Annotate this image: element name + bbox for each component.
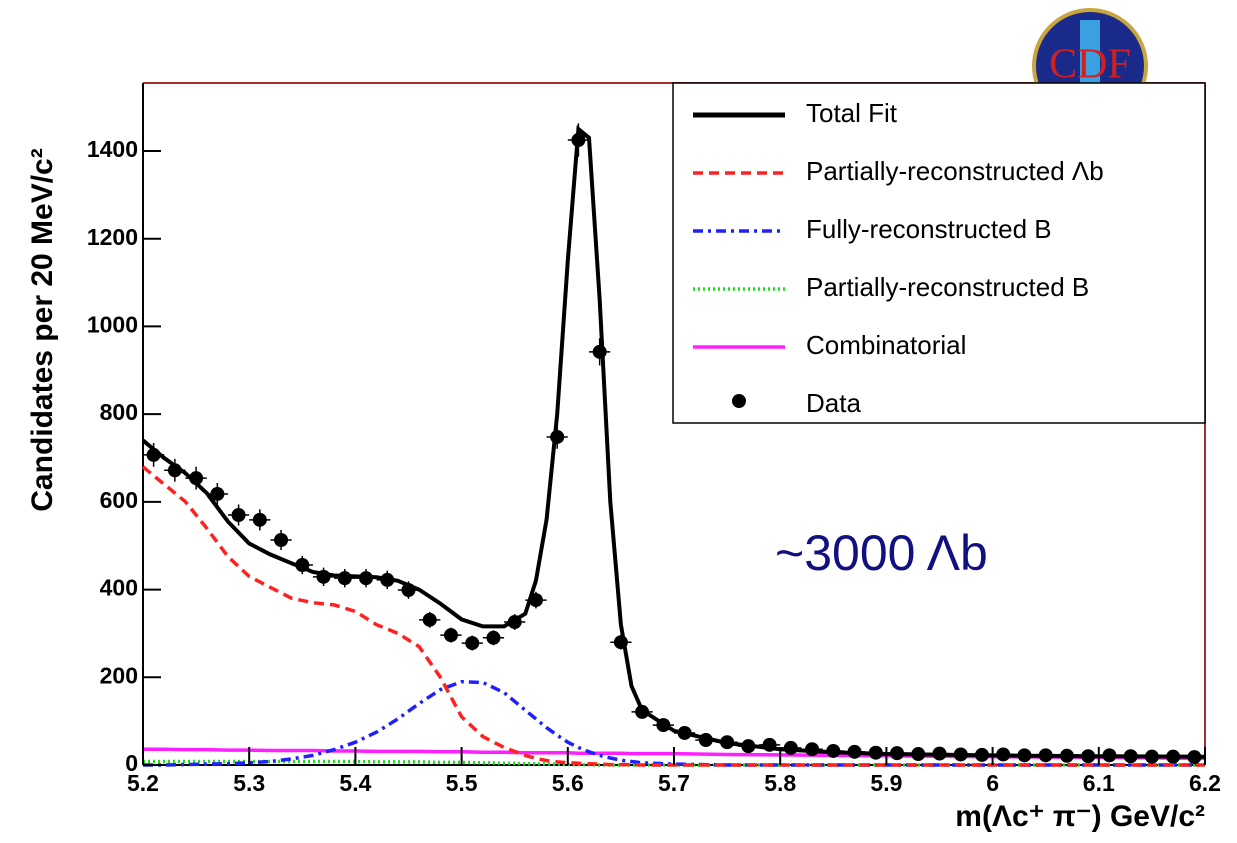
fit-curve (141, 465, 1205, 767)
data-point (422, 612, 437, 627)
legend: Total Fit Partially-reconstructed Λb Fully… (693, 98, 1104, 418)
data-point (380, 572, 395, 587)
data-point (146, 447, 161, 462)
data-point (1038, 748, 1053, 763)
data-point (465, 636, 480, 651)
x-tick-label: 6.2 (1189, 770, 1221, 796)
legend-label: Partially-reconstructed B (806, 272, 1089, 302)
data-point (337, 571, 352, 586)
data-point (1102, 748, 1117, 763)
x-tick-label: 5.8 (764, 770, 796, 796)
data-point (592, 344, 607, 359)
y-tick-label: 1200 (87, 224, 138, 250)
data-point (656, 718, 671, 733)
data-point (359, 571, 374, 586)
data-point (890, 746, 905, 761)
y-tick-label: 0 (125, 750, 138, 776)
y-tick-label: 600 (100, 487, 138, 513)
data-point (974, 747, 989, 762)
x-tick-label: 6.1 (1083, 770, 1115, 796)
data-point (720, 735, 735, 750)
legend-label: Fully-reconstructed B (806, 214, 1052, 244)
x-tick-label: 5.2 (127, 770, 159, 796)
data-point (210, 486, 225, 501)
data-point (762, 737, 777, 752)
legend-label: Combinatorial (806, 330, 966, 360)
data-point (996, 747, 1011, 762)
y-tick-label: 800 (100, 399, 138, 425)
data-point (1144, 749, 1159, 764)
data-point (443, 628, 458, 643)
y-tick-label: 400 (100, 575, 138, 601)
legend-swatch (732, 394, 746, 408)
data-point (868, 745, 883, 760)
y-tick-label: 1400 (87, 136, 138, 162)
legend-label: Partially-reconstructed Λb (806, 156, 1104, 186)
data-point (528, 593, 543, 608)
x-tick-label: 5.4 (339, 770, 371, 796)
data-point (1166, 749, 1181, 764)
x-tick-label: 5.6 (552, 770, 584, 796)
y-tick-label: 1000 (87, 311, 138, 337)
data-point (1187, 750, 1202, 765)
data-point (1081, 749, 1096, 764)
legend-label: Data (806, 388, 861, 418)
data-point (953, 747, 968, 762)
legend-box (672, 82, 1206, 424)
data-point (805, 742, 820, 757)
data-point (911, 747, 926, 762)
data-point (635, 704, 650, 719)
data-point (486, 630, 501, 645)
data-point (274, 533, 289, 548)
data-point (1059, 748, 1074, 763)
data-point (932, 746, 947, 761)
y-axis-label: Candidates per 20 MeV/c² (26, 148, 59, 511)
data-point (550, 429, 565, 444)
x-tick-label: 5.3 (233, 770, 265, 796)
x-axis-label: m(Λc⁺ π⁻) GeV/c² (955, 800, 1205, 833)
x-tick-label: 6 (986, 770, 999, 796)
legend-label: Total Fit (806, 98, 898, 128)
data-point (847, 744, 862, 759)
data-point (783, 740, 798, 755)
data-point (231, 508, 246, 523)
data-point (826, 743, 841, 758)
data-point (698, 733, 713, 748)
data-point (252, 512, 267, 527)
data-point (316, 569, 331, 584)
x-tick-label: 5.7 (658, 770, 690, 796)
data-point (571, 133, 586, 148)
data-point (167, 463, 182, 478)
y-tick-label: 200 (100, 662, 138, 688)
x-tick-label: 5.5 (446, 770, 478, 796)
data-point (507, 615, 522, 630)
fit-curve (143, 747, 1206, 761)
data-point (295, 558, 310, 573)
data-point (1017, 748, 1032, 763)
annotation: ~3000 Λb (775, 525, 988, 581)
data-point (189, 471, 204, 486)
data-point (613, 635, 628, 650)
x-tick-label: 5.9 (870, 770, 902, 796)
logo-text: CDF (1049, 42, 1131, 88)
data-point (677, 725, 692, 740)
fit-curve (143, 679, 1205, 767)
data-point (741, 739, 756, 754)
data-point (1123, 749, 1138, 764)
plot-area (141, 123, 1206, 767)
data-point (401, 583, 416, 598)
